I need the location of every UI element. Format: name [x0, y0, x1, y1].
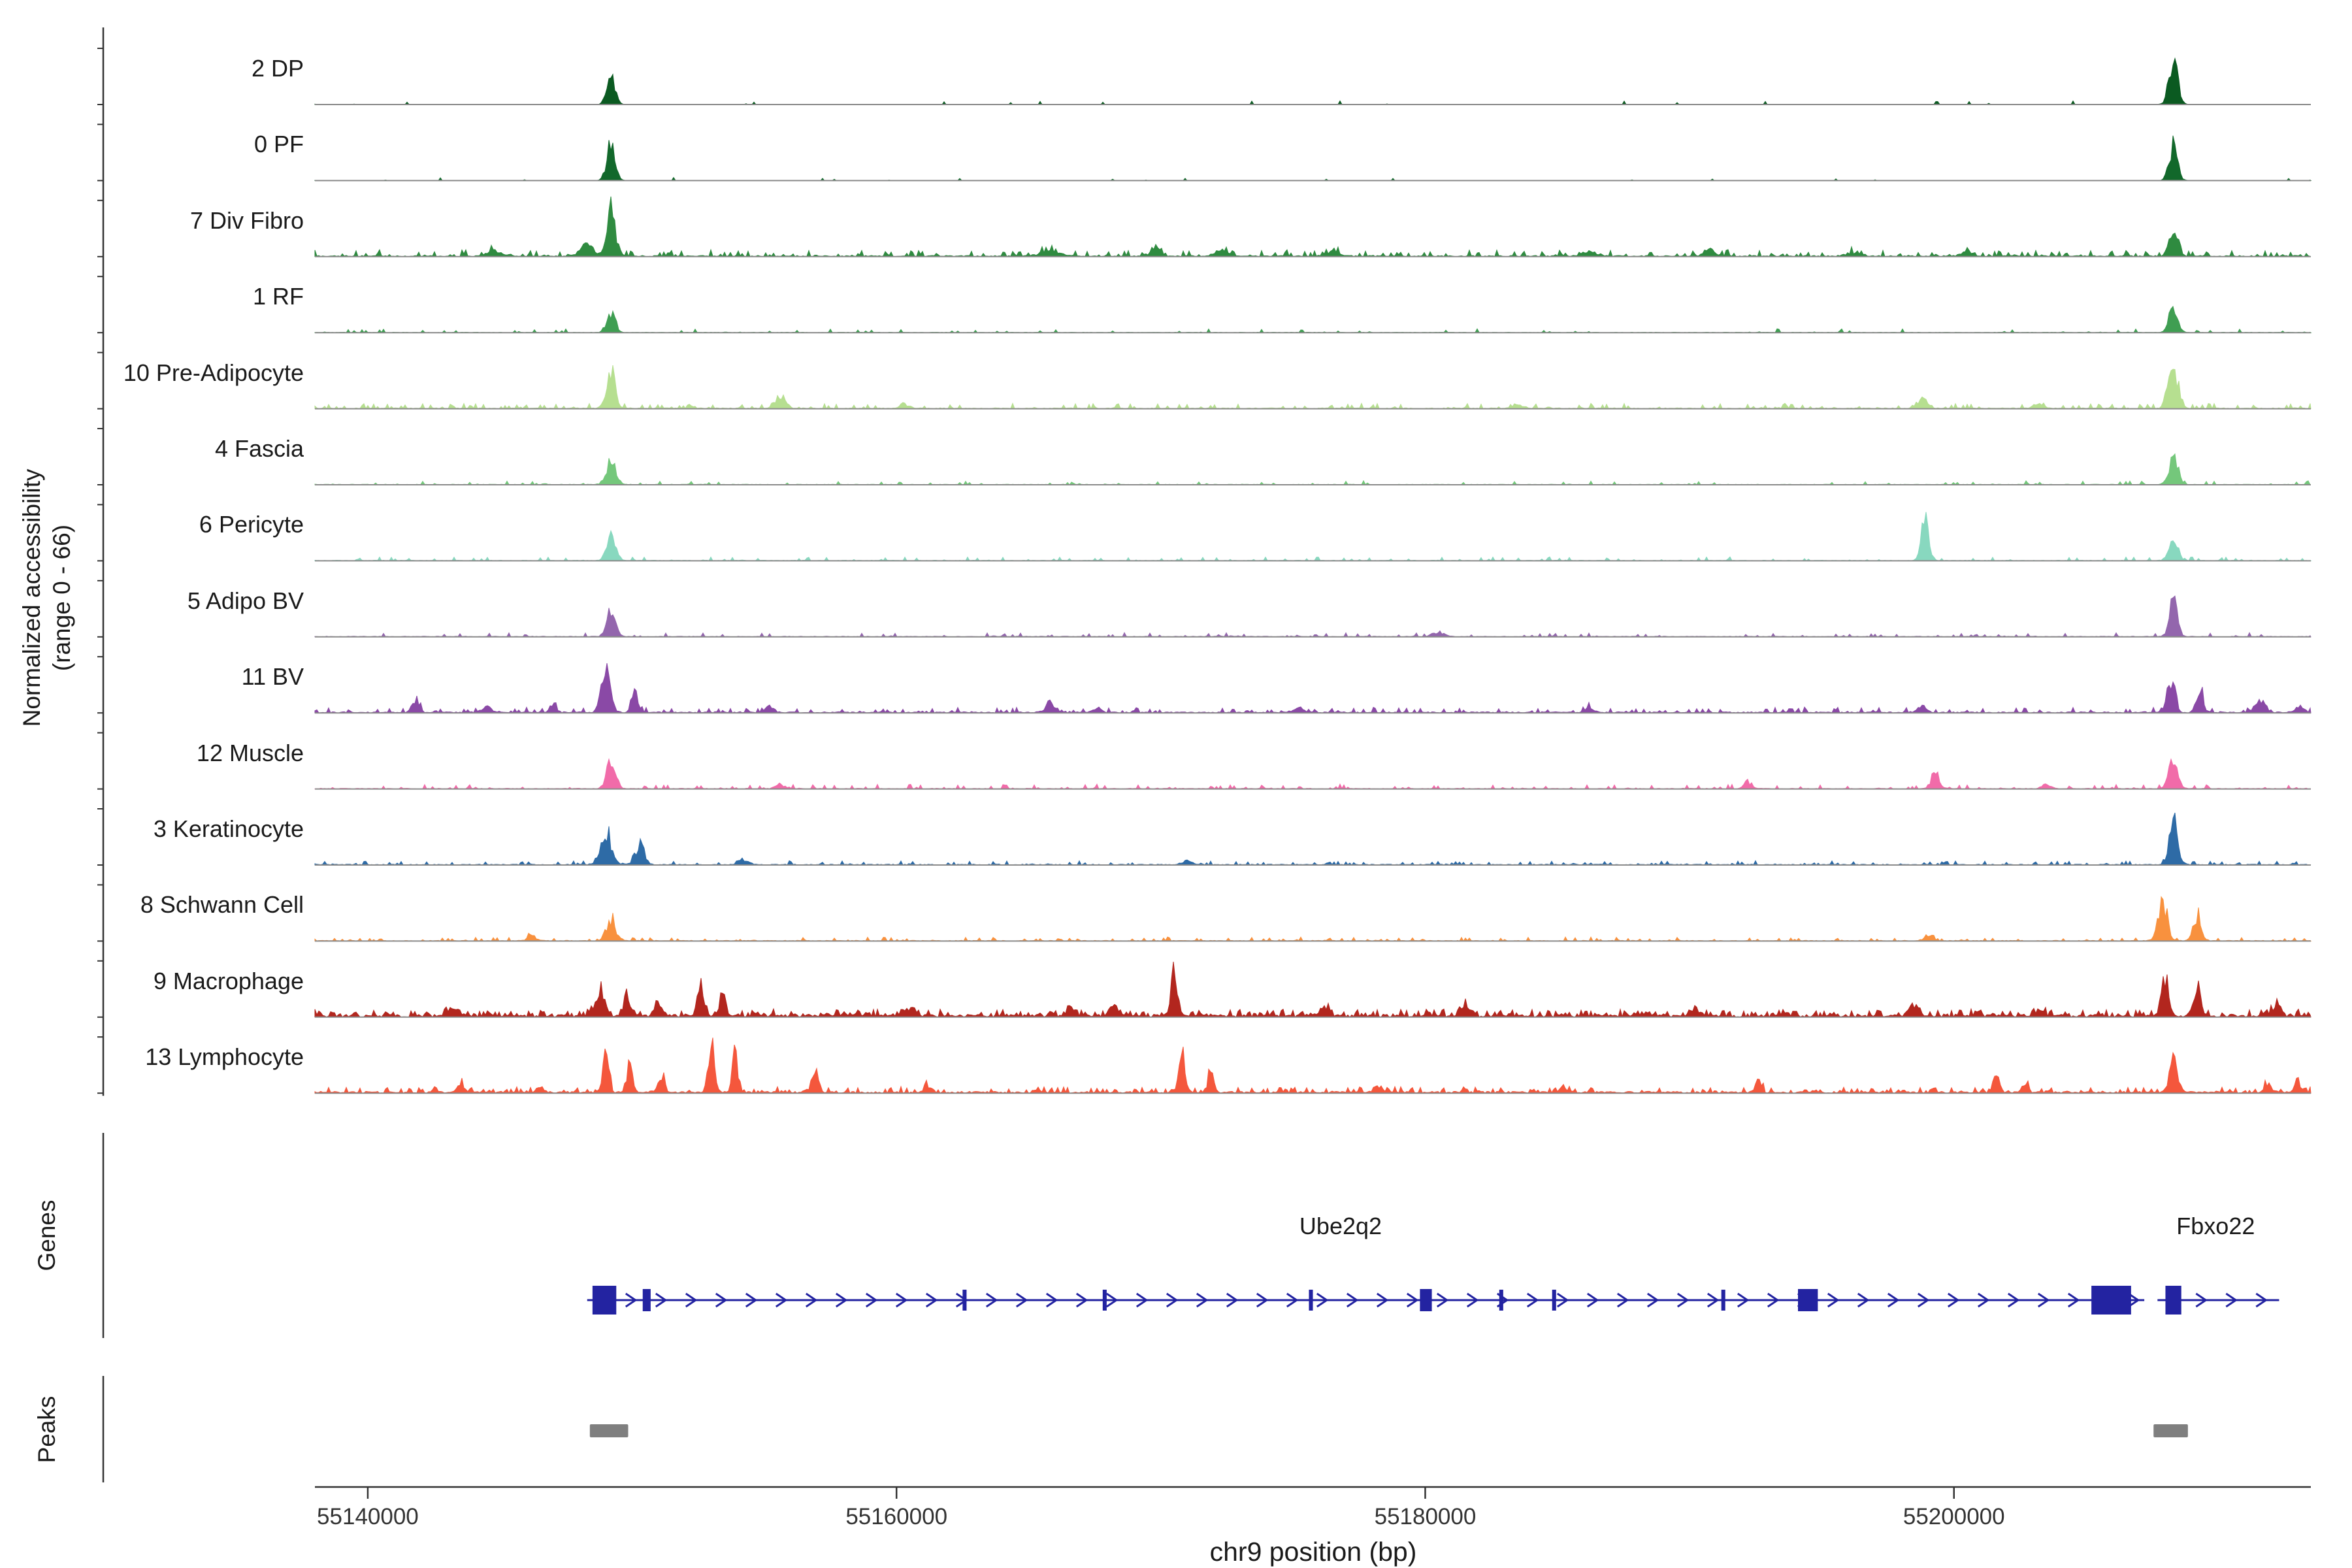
strand-arrow-icon — [1075, 1292, 1088, 1308]
track-signal-7-div-fibro — [314, 196, 2311, 257]
strand-arrow-icon — [1105, 1292, 1119, 1308]
peaks-section-label: Peaks — [33, 1396, 60, 1463]
strand-arrow-icon — [1857, 1292, 1870, 1308]
strand-arrow-icon — [1556, 1292, 1569, 1308]
strand-arrow-icon — [835, 1292, 848, 1308]
exon-block — [592, 1286, 617, 1315]
strand-arrow-icon — [1045, 1292, 1058, 1308]
strand-arrow-icon — [1196, 1292, 1209, 1308]
strand-arrow-icon — [1707, 1292, 1720, 1308]
strand-arrow-icon — [2037, 1292, 2050, 1308]
strand-arrow-icon — [865, 1292, 878, 1308]
strand-arrow-icon — [1376, 1292, 1389, 1308]
exon-block — [2165, 1286, 2181, 1315]
strand-arrow-icon — [1256, 1292, 1269, 1308]
strand-arrow-icon — [1737, 1292, 1750, 1308]
track-signal-13-lymphocyte — [314, 1037, 2311, 1094]
strand-arrow-icon — [745, 1292, 758, 1308]
strand-arrow-icon — [1346, 1292, 1359, 1308]
strand-arrow-icon — [1586, 1292, 1599, 1308]
y-axis-label: Normalized accessibility (range 0 - 66) — [17, 469, 77, 727]
exon-block — [642, 1289, 651, 1311]
strand-arrow-icon — [1767, 1292, 1780, 1308]
exon-block — [962, 1290, 967, 1311]
strand-arrow-icon — [1286, 1292, 1299, 1308]
track-signal-9-macrophage — [314, 961, 2311, 1019]
exon-block — [1721, 1290, 1725, 1311]
strand-arrow-icon — [1947, 1292, 1960, 1308]
strand-arrow-icon — [985, 1292, 998, 1308]
exon-block — [1552, 1290, 1556, 1311]
strand-arrow-icon — [685, 1292, 698, 1308]
strand-arrow-icon — [1316, 1292, 1329, 1308]
peak-bar — [589, 1424, 629, 1437]
strand-arrow-icon — [1646, 1292, 1659, 1308]
strand-arrow-icon — [1135, 1292, 1149, 1308]
track-signal-0-pf — [314, 135, 2312, 181]
genes-section-label: Genes — [33, 1200, 60, 1271]
exon-block — [2091, 1286, 2131, 1315]
strand-arrow-icon — [2067, 1292, 2080, 1308]
track-signal-1-rf — [314, 306, 2312, 333]
track-signal-4-fascia — [314, 453, 2311, 485]
strand-arrow-icon — [805, 1292, 818, 1308]
strand-arrow-icon — [1977, 1292, 1990, 1308]
strand-arrow-icon — [1676, 1292, 1690, 1308]
strand-arrow-icon — [1887, 1292, 1900, 1308]
exon-block — [1102, 1290, 1107, 1311]
track-signal-11-bv — [314, 663, 2311, 714]
track-signal-8-schwann-cell — [314, 896, 2312, 942]
strand-arrow-icon — [2127, 1292, 2140, 1308]
strand-arrow-icon — [655, 1292, 668, 1308]
track-signal-5-adipo-bv — [314, 595, 2311, 638]
strand-arrow-icon — [625, 1292, 638, 1308]
strand-arrow-icon — [1015, 1292, 1028, 1308]
exon-block — [1798, 1289, 1818, 1311]
peak-bar — [2153, 1424, 2188, 1437]
y-axis-label-line2: (range 0 - 66) — [48, 524, 75, 672]
strand-arrow-icon — [2225, 1292, 2238, 1308]
strand-arrow-icon — [2255, 1292, 2268, 1308]
strand-arrow-icon — [1526, 1292, 1539, 1308]
x-axis-label: chr9 position (bp) — [1209, 1537, 1417, 1567]
strand-arrow-icon — [2195, 1292, 2208, 1308]
strand-arrow-icon — [775, 1292, 788, 1308]
strand-arrow-icon — [925, 1292, 938, 1308]
strand-arrow-icon — [1616, 1292, 1629, 1308]
exon-block — [1309, 1290, 1313, 1311]
track-signal-6-pericyte — [314, 512, 2312, 562]
strand-arrow-icon — [1436, 1292, 1449, 1308]
y-axis-label-line1: Normalized accessibility — [18, 468, 45, 727]
exon-block — [1420, 1289, 1432, 1311]
strand-arrow-icon — [715, 1292, 728, 1308]
track-signal-3-keratinocyte — [314, 812, 2311, 866]
strand-arrow-icon — [2007, 1292, 2020, 1308]
strand-arrow-icon — [1917, 1292, 1930, 1308]
track-signal-12-muscle — [314, 758, 2311, 790]
strand-arrow-icon — [1466, 1292, 1479, 1308]
strand-arrow-icon — [1226, 1292, 1239, 1308]
exon-block — [1499, 1290, 1503, 1311]
track-signal-2-dp — [314, 57, 2311, 105]
strand-arrow-icon — [895, 1292, 908, 1308]
strand-arrow-icon — [1166, 1292, 1179, 1308]
strand-arrow-icon — [1406, 1292, 1419, 1308]
strand-arrow-icon — [1827, 1292, 1840, 1308]
track-signal-10-pre-adipocyte — [314, 365, 2311, 410]
